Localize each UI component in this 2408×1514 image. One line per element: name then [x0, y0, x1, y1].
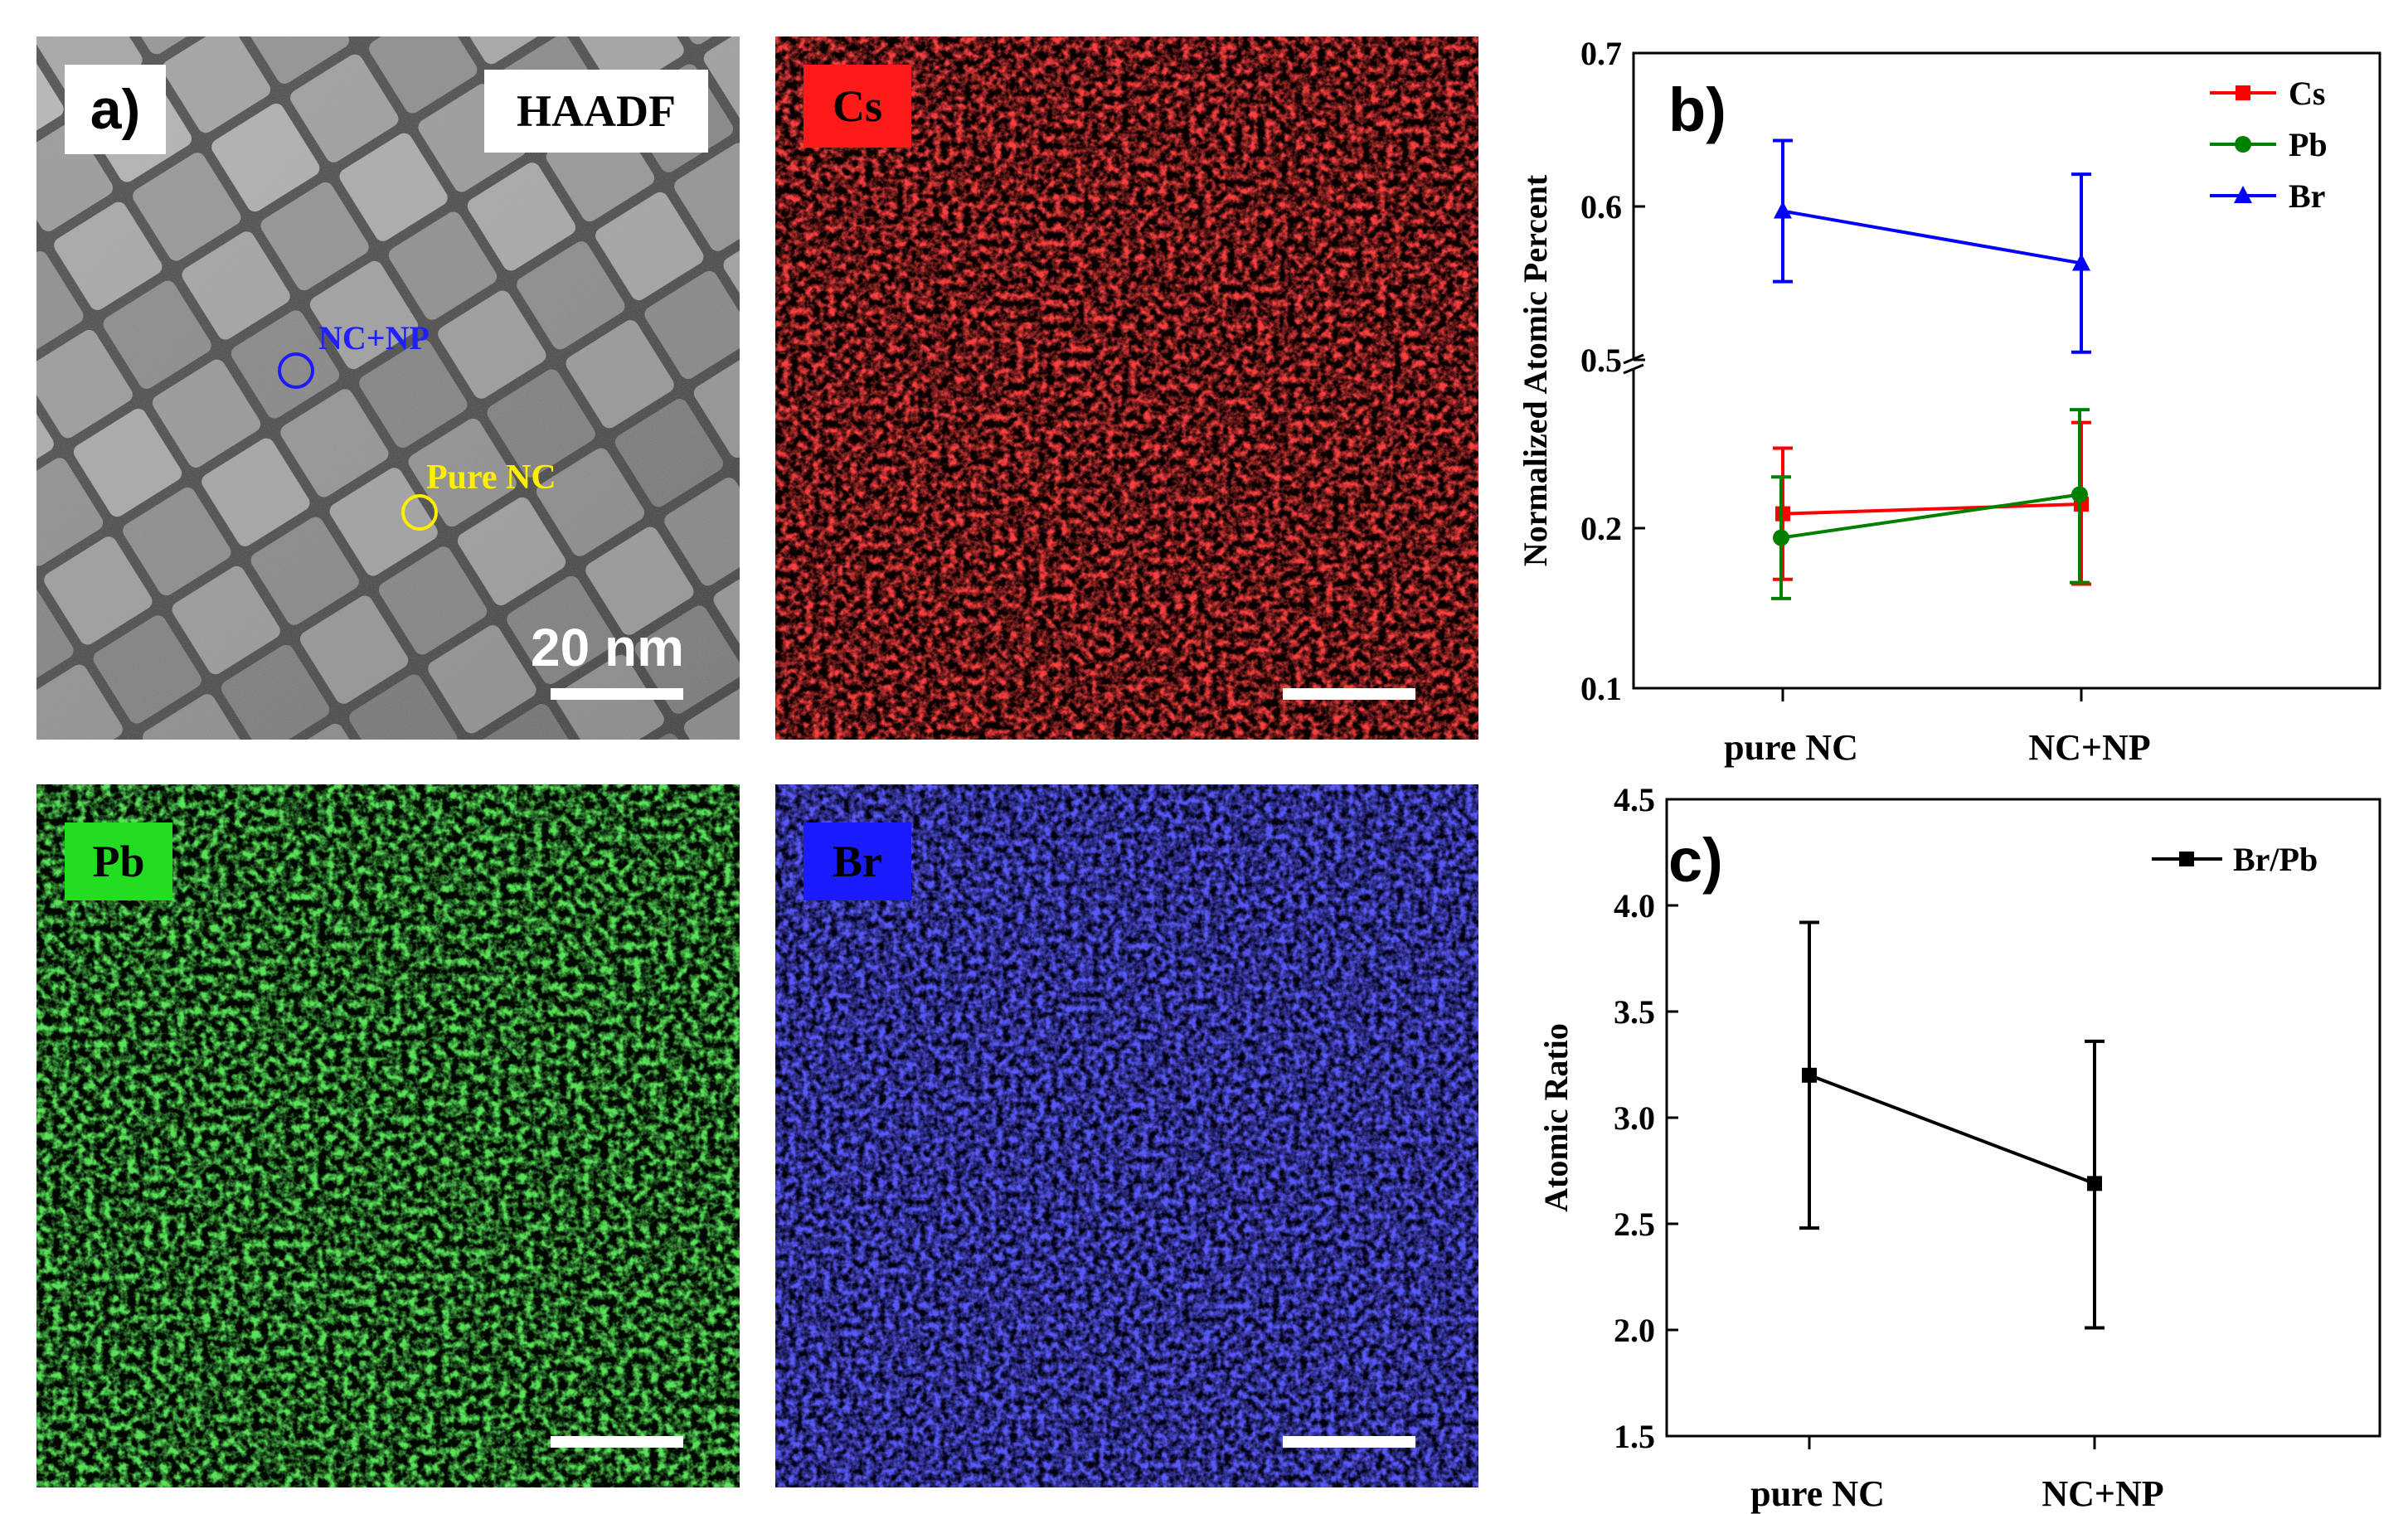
y-tick-label: 0.2 — [1580, 510, 1622, 547]
data-point-br-pb — [1802, 1067, 1817, 1083]
pb-map-panel: Pb — [36, 784, 740, 1487]
y-tick-label: 0.1 — [1580, 670, 1622, 707]
axis-break-gap — [1629, 360, 1639, 368]
data-point-br-pb — [2087, 1176, 2102, 1191]
data-point-pb — [2071, 486, 2088, 503]
nc-np-marker-circle — [278, 352, 314, 389]
y-tick-label: 0.7 — [1580, 35, 1622, 72]
chart-b-atomic-percent: 0.1 0.2 0.5 0.6 0.7 pure NC NC+NP Normalized At… — [1517, 35, 2381, 768]
y-tick-label: 2.5 — [1614, 1206, 1655, 1243]
y-axis-label: Atomic Ratio — [1537, 1023, 1575, 1212]
legend-marker — [2236, 85, 2250, 100]
cs-map-label: Cs — [803, 65, 911, 148]
y-tick-label: 4.5 — [1614, 781, 1655, 818]
axis-break-mark — [1623, 363, 1644, 375]
plot-frame — [1632, 51, 2381, 690]
legend-label: Br — [2289, 177, 2325, 215]
y-tick-label: 1.5 — [1614, 1418, 1655, 1455]
series-line-br — [1782, 209, 2082, 265]
legend-label: Cs — [2289, 75, 2325, 112]
scale-bar-label: 20 nm — [531, 618, 684, 677]
panel-a-label: a) — [65, 65, 166, 154]
cs-scale-bar — [1283, 688, 1415, 700]
br-map-image — [775, 784, 1478, 1487]
br-map-panel: Br — [775, 784, 1478, 1487]
plot-frame — [1665, 798, 2381, 1438]
legend-marker — [2179, 852, 2194, 866]
scale-bar — [551, 688, 683, 700]
legend-label: Pb — [2289, 126, 2328, 163]
data-point-pb — [1773, 529, 1789, 546]
pb-scale-bar — [551, 1436, 683, 1448]
series-line-cs — [1782, 502, 2082, 516]
y-tick-label: 2.0 — [1614, 1312, 1655, 1349]
y-tick-label: 0.5 — [1580, 342, 1622, 379]
pb-map-label: Pb — [65, 823, 172, 900]
cs-map-image — [775, 36, 1478, 740]
marker-overlay — [278, 352, 438, 531]
y-tick-label: 3.5 — [1614, 993, 1655, 1031]
haadf-mode-label: HAADF — [484, 70, 708, 153]
cs-map-panel: Cs — [775, 36, 1478, 740]
x-tick-label: pure NC — [1724, 727, 1858, 768]
y-tick-label: 0.6 — [1580, 188, 1622, 226]
data-point-br — [2072, 253, 2090, 271]
x-tick-label: NC+NP — [2028, 727, 2150, 768]
series-line-br-pb — [1808, 1073, 2095, 1186]
panel-c-label: c) — [1668, 826, 1723, 895]
panel-b-label: b) — [1668, 75, 1726, 144]
nc-np-marker-label: NC+NP — [318, 319, 430, 357]
pure-nc-marker-circle — [401, 494, 438, 531]
pb-map-image — [36, 784, 740, 1487]
y-tick-label: 3.0 — [1614, 1099, 1655, 1137]
pure-nc-marker-label: Pure NC — [426, 459, 556, 497]
y-tick-label: 4.0 — [1614, 887, 1655, 924]
data-point-br — [1774, 201, 1792, 219]
legend-marker — [2234, 186, 2252, 203]
x-tick-label: pure NC — [1750, 1473, 1885, 1514]
br-scale-bar — [1283, 1436, 1415, 1448]
haadf-image — [36, 36, 740, 740]
br-map-label: Br — [803, 823, 911, 900]
y-axis-label: Normalized Atomic Percent — [1517, 174, 1554, 566]
legend-marker — [2235, 136, 2251, 153]
legend-label: Br/Pb — [2233, 841, 2318, 878]
series-line-pb — [1780, 493, 2080, 540]
haadf-image-panel: a) HAADF NC+NP Pure NC 20 nm — [36, 36, 740, 740]
chart-c-atomic-ratio: 1.5 2.0 2.5 3.0 3.5 4.0 4.5 pure NC NC+NP Atomic … — [1537, 781, 2381, 1514]
x-tick-label: NC+NP — [2041, 1473, 2163, 1514]
